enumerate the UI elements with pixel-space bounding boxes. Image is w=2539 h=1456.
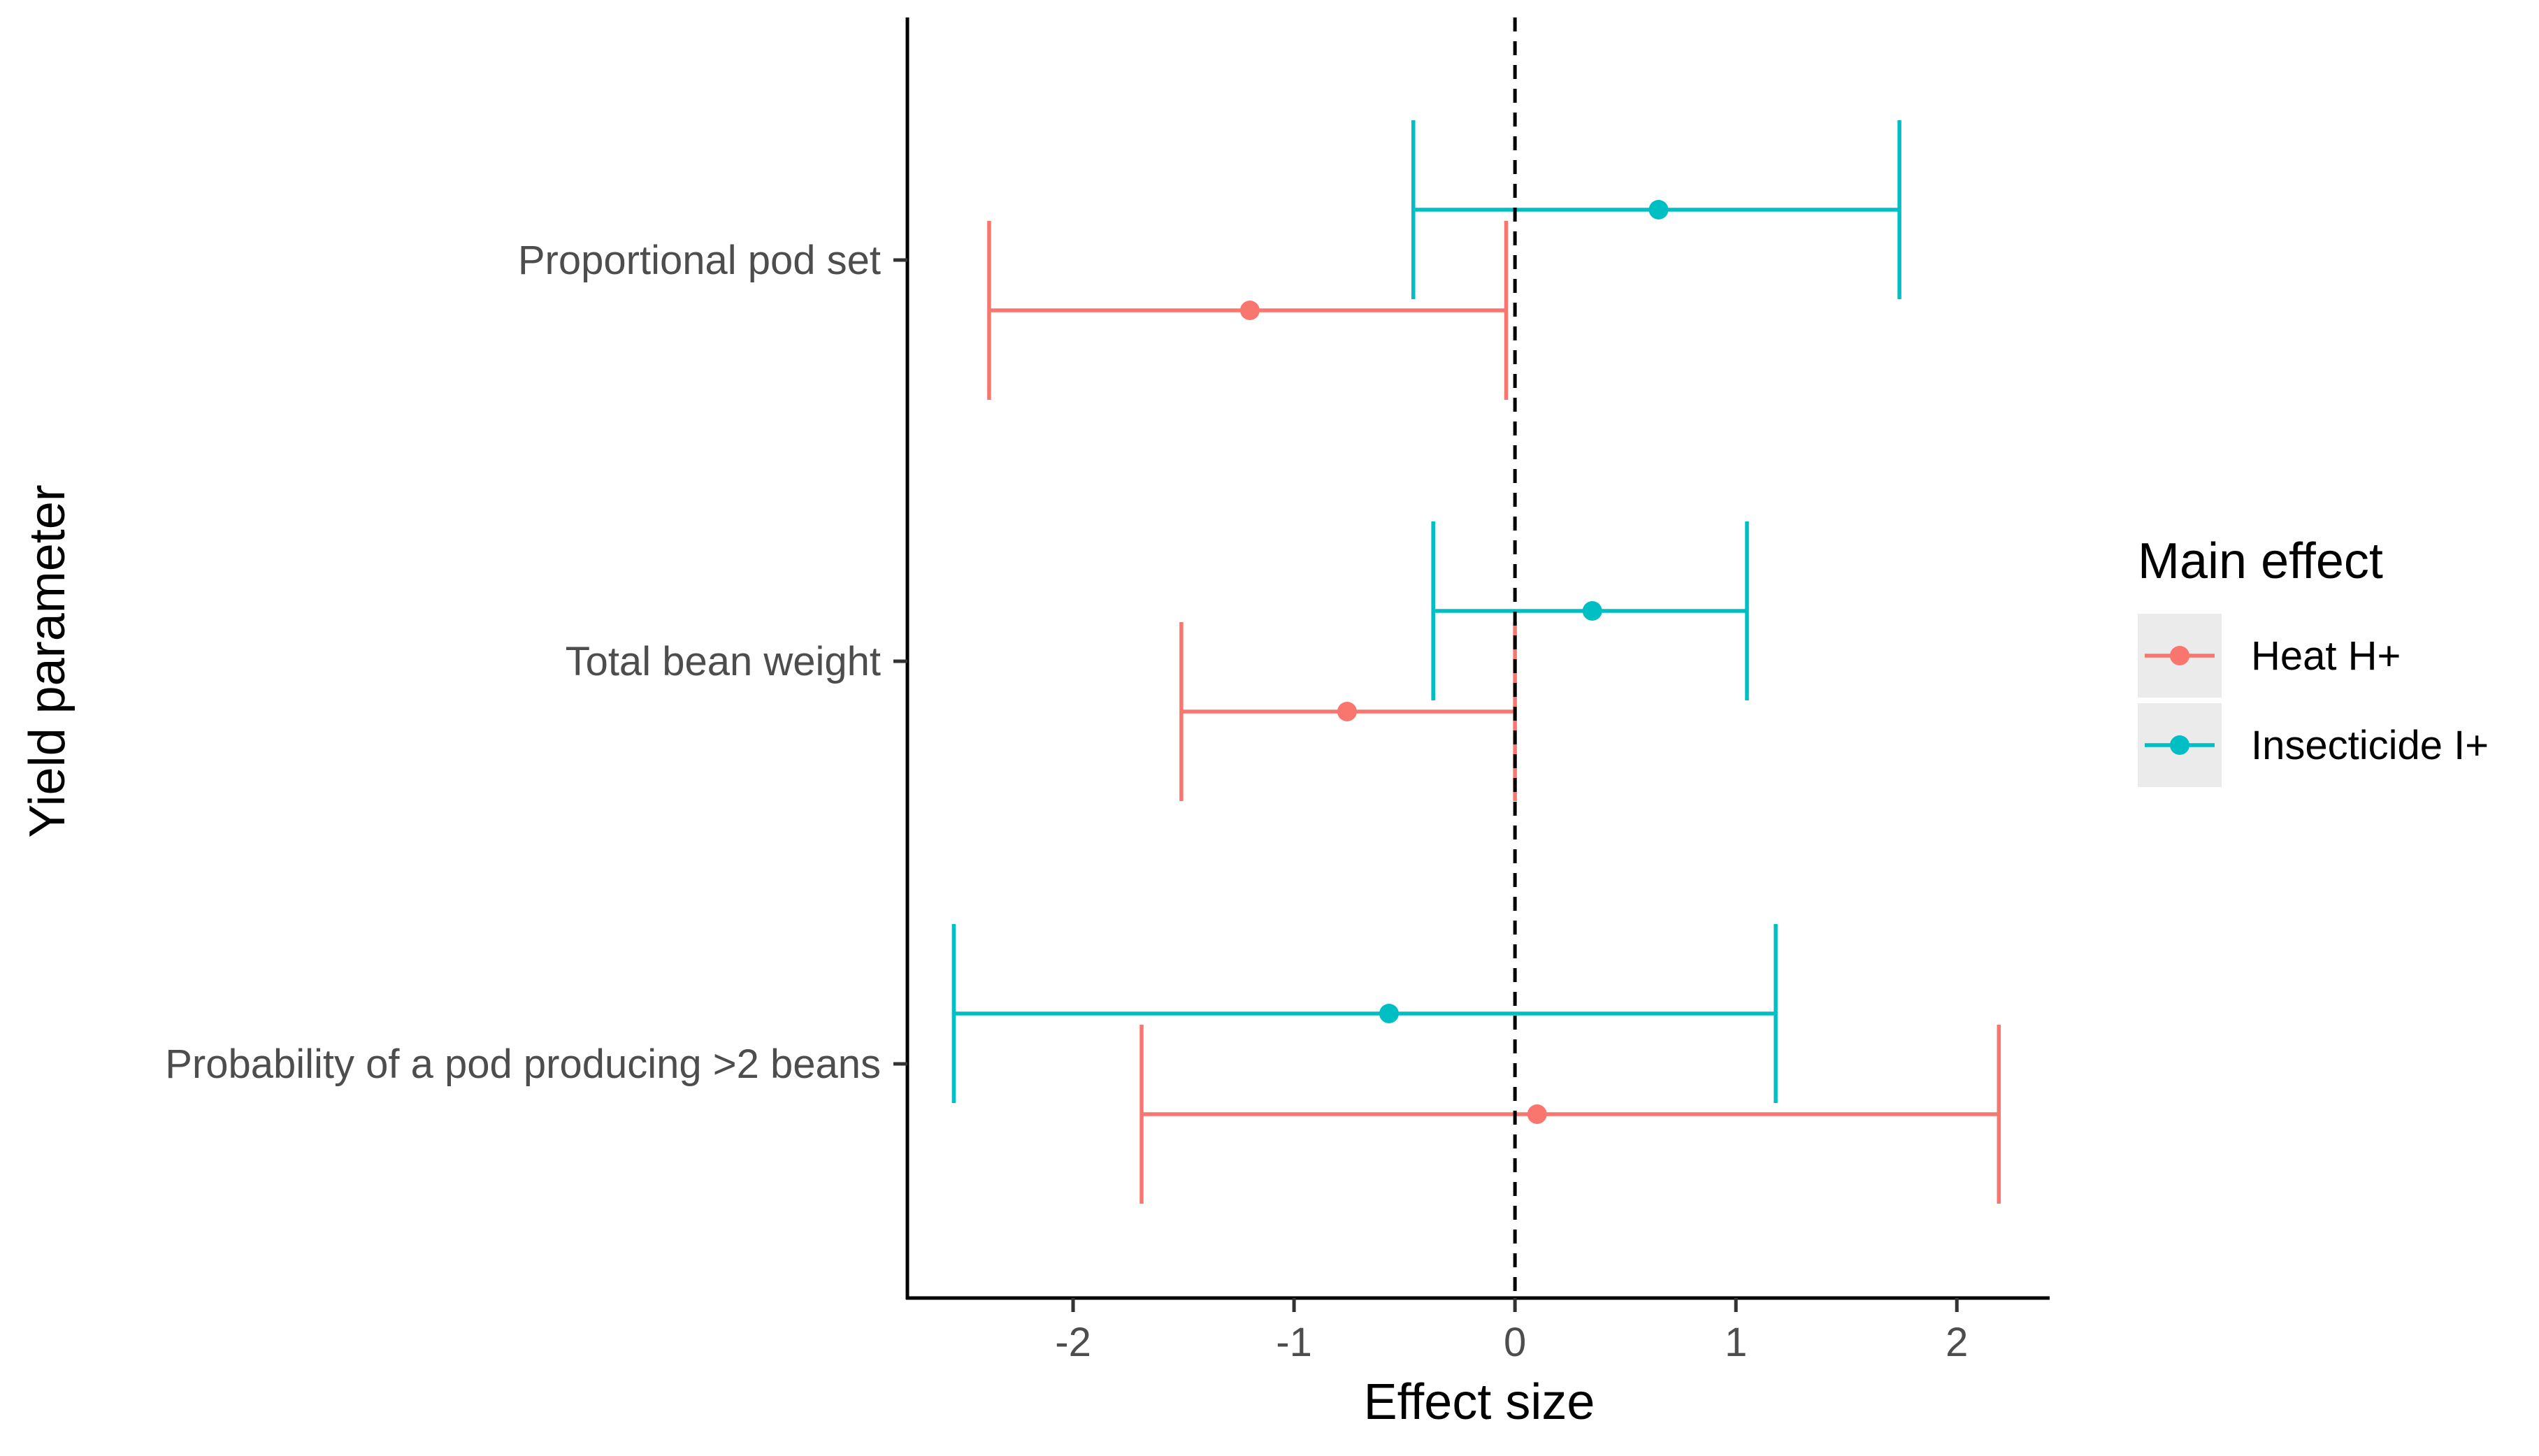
legend-label-1: Insecticide I+ — [2251, 723, 2489, 768]
estimate-point-series-0-cat-2 — [1527, 1104, 1547, 1124]
estimate-point-series-0-cat-0 — [1239, 301, 1260, 320]
y-axis-title: Yield parameter — [20, 484, 75, 838]
legend-label-0: Heat H+ — [2251, 633, 2401, 679]
legend-title: Main effect — [2138, 533, 2383, 589]
legend-key-point-1 — [2170, 735, 2189, 755]
legend: Main effect Heat H+ Insecticide I+ — [2138, 533, 2489, 787]
estimate-point-series-1-cat-2 — [1379, 1004, 1399, 1023]
series-heat-h- — [987, 221, 2001, 1204]
x-tick-label-4: 2 — [1945, 1320, 1968, 1365]
x-tick-label-1: -1 — [1276, 1320, 1312, 1365]
y-tick-label-0: Proportional pod set — [518, 238, 881, 283]
y-tick-label-1: Total bean weight — [566, 639, 881, 684]
y-tick-label-2: Probability of a pod producing >2 beans — [165, 1041, 881, 1087]
estimate-point-series-1-cat-0 — [1648, 200, 1669, 219]
estimate-point-series-1-cat-1 — [1582, 601, 1602, 621]
legend-item-0: Heat H+ — [2138, 614, 2401, 698]
x-tick-label-2: 0 — [1504, 1320, 1526, 1365]
x-axis-title: Effect size — [1364, 1374, 1595, 1430]
series-insecticide-i- — [951, 120, 1901, 1103]
x-tick-label-3: 1 — [1725, 1320, 1747, 1365]
legend-key-point-0 — [2170, 646, 2189, 665]
legend-item-1: Insecticide I+ — [2138, 703, 2489, 787]
x-tick-label-0: -2 — [1055, 1320, 1091, 1365]
estimate-point-series-0-cat-1 — [1337, 702, 1357, 721]
